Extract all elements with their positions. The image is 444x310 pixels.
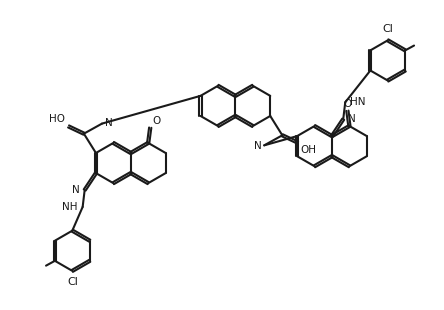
Text: OH: OH: [301, 144, 317, 155]
Text: O: O: [343, 99, 352, 109]
Text: N: N: [348, 114, 356, 124]
Text: N: N: [105, 118, 112, 128]
Text: O: O: [152, 116, 160, 126]
Text: HO: HO: [49, 114, 65, 124]
Text: Cl: Cl: [382, 24, 393, 34]
Text: Cl: Cl: [67, 277, 78, 287]
Text: NH: NH: [62, 202, 78, 212]
Text: HN: HN: [350, 97, 365, 107]
Text: N: N: [254, 141, 262, 151]
Text: N: N: [72, 185, 80, 195]
